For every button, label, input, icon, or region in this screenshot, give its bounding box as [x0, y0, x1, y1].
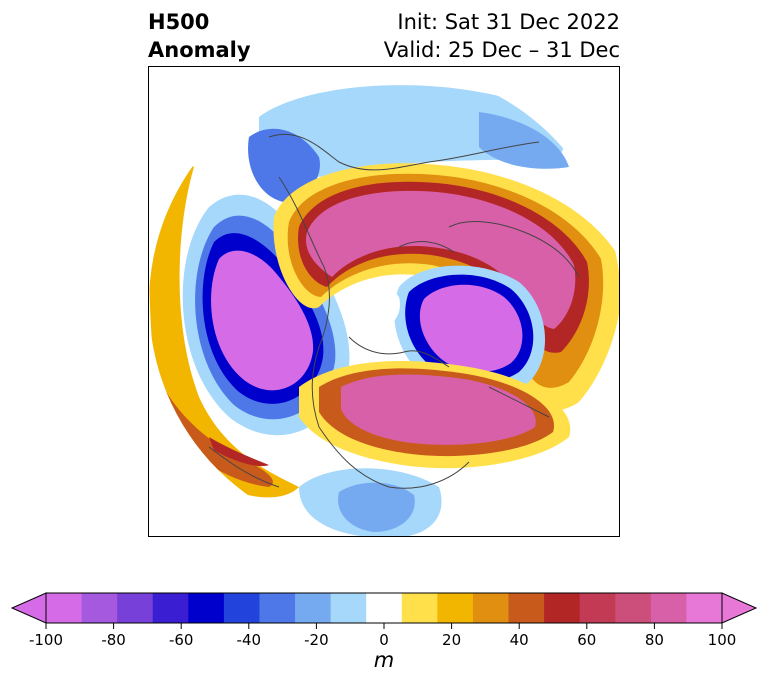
colorbar-tick-label: -20	[304, 631, 329, 649]
colorbar-tick-label: 0	[379, 631, 389, 649]
colorbar-cells	[10, 592, 758, 624]
colorbar-ticks: -100 -80 -60 -40 -20 0 20 40 60 80 100	[29, 623, 736, 649]
colorbar-cell	[366, 593, 403, 623]
eurasian-trough-core	[419, 284, 523, 372]
colorbar-extend-high	[721, 592, 758, 624]
baffin-negative-deep	[248, 128, 320, 202]
north-america-ridge-core	[341, 374, 536, 445]
colorbar-cell	[472, 593, 510, 623]
polar-neutral	[347, 285, 400, 330]
pacific-positive-arc	[149, 163, 299, 498]
anomaly-map	[149, 85, 619, 536]
colorbar-cell	[650, 593, 687, 623]
map-panel	[148, 66, 620, 537]
colorbar-cell	[223, 593, 260, 623]
colorbar-cell	[579, 593, 616, 623]
colorbar-cell	[437, 593, 474, 623]
colorbar-cell	[615, 593, 652, 623]
init-date: Init: Sat 31 Dec 2022	[397, 10, 620, 34]
north-pacific-trough-core	[211, 250, 314, 391]
colorbar-cell	[188, 593, 225, 623]
colorbar: -100 -80 -60 -40 -20 0 20 40 60 80 100	[10, 592, 758, 649]
colorbar-tick-label: 20	[442, 631, 461, 649]
colorbar-tick-label: 40	[510, 631, 529, 649]
colorbar-cell	[544, 593, 581, 623]
colorbar-tick-label: -40	[237, 631, 262, 649]
title-line-2: Anomaly	[148, 38, 251, 62]
colorbar-cell	[508, 593, 545, 623]
map-title: H500 Anomaly	[148, 8, 251, 64]
southeast-us-trough-core	[338, 482, 415, 532]
colorbar-cell	[259, 593, 296, 623]
valid-range: Valid: 25 Dec – 31 Dec	[383, 38, 620, 62]
colorbar-tick-label: 100	[708, 631, 737, 649]
colorbar-cell	[295, 593, 332, 623]
map-dates: Init: Sat 31 Dec 2022 Valid: 25 Dec – 31…	[384, 8, 620, 64]
colorbar-cell	[330, 593, 367, 623]
hudson-negative-shade	[479, 112, 569, 169]
colorbar-tick-label: -100	[29, 631, 63, 649]
colorbar-cell	[117, 593, 154, 623]
colorbar-tick-label: 60	[577, 631, 596, 649]
title-line-1: H500	[148, 10, 210, 34]
coastlines	[208, 133, 580, 489]
colorbar-extend-low	[10, 592, 47, 624]
pacific-positive-arc-core	[209, 437, 269, 467]
colorbar-cell	[46, 593, 83, 623]
colorbar-cell	[401, 593, 438, 623]
colorbar-cell	[686, 593, 723, 623]
arctic-canada-negative	[259, 85, 565, 178]
colorbar-cell	[152, 593, 189, 623]
colorbar-tick-label: -80	[101, 631, 126, 649]
colorbar-tick-label: 80	[645, 631, 664, 649]
colorbar-cell	[81, 593, 118, 623]
colorbar-tick-label: -60	[169, 631, 194, 649]
colorbar-unit: m	[373, 648, 395, 672]
atlantic-ridge-core	[306, 190, 576, 329]
